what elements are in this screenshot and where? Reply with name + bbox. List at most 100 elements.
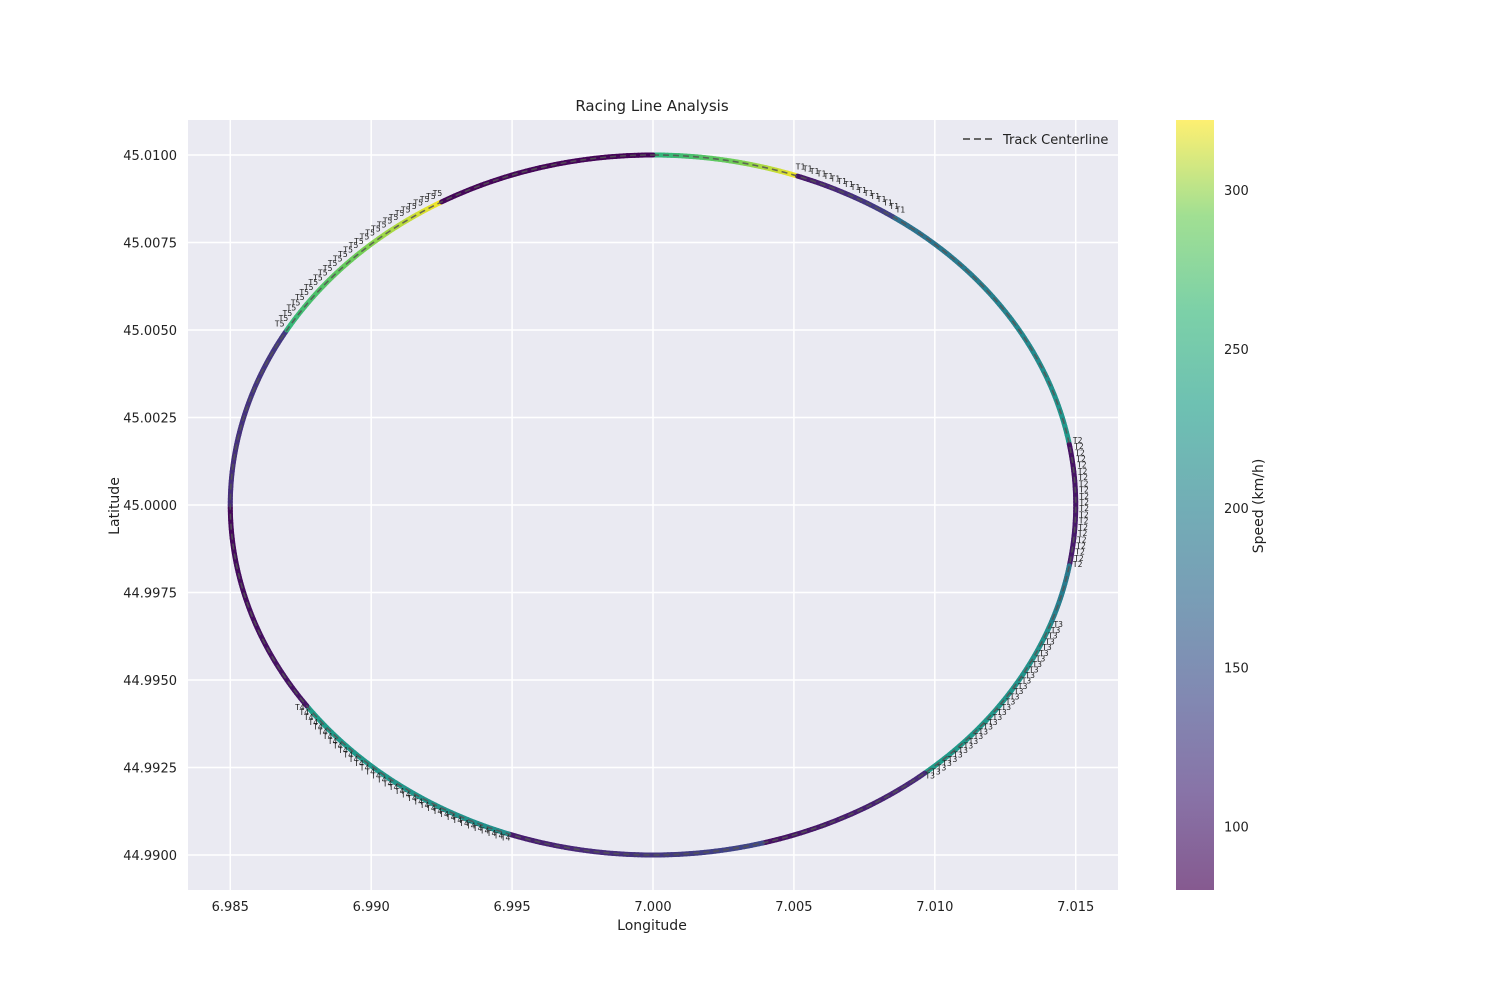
corner-marker-label: T3 [997, 708, 1007, 717]
corner-marker-label: T1 [851, 183, 861, 192]
corner-marker-label: T1 [817, 169, 827, 178]
x-tick-label: 7.010 [916, 900, 953, 915]
corner-marker-label: T1 [824, 172, 834, 181]
corner-marker-label: T4 [308, 718, 318, 727]
corner-marker-label: T3 [1006, 698, 1016, 707]
corner-marker-label: T2 [1078, 523, 1088, 532]
x-tick-label: 6.995 [493, 900, 530, 915]
corner-marker-label: T5 [279, 314, 289, 323]
corner-marker-label: T5 [395, 209, 405, 218]
corner-marker-label: T5 [343, 246, 353, 255]
corner-marker-label: T4 [313, 723, 323, 732]
corner-marker-label: T4 [295, 703, 305, 712]
corner-marker-t5: T5T5T5T5T5T5T5T5T5T5T5T5T5T5T5T5T5T5T5T5… [275, 189, 443, 329]
corner-marker-label: T3 [1010, 692, 1020, 701]
colorbar-tick-label: 150 [1224, 661, 1249, 676]
corner-marker-label: T4 [446, 813, 456, 822]
corner-marker-label: T2 [1076, 542, 1086, 551]
corner-marker-label: T5 [338, 250, 348, 259]
x-axis-label: Longitude [617, 918, 687, 934]
colorbar-label: Speed (km/h) [1251, 459, 1267, 554]
y-tick-label: 45.0050 [123, 324, 177, 339]
corner-marker-label: T1 [830, 174, 840, 183]
corner-marker-label: T4 [304, 713, 314, 722]
corner-marker-label: T4 [466, 822, 476, 831]
corner-marker-label: T2 [1077, 461, 1087, 470]
corner-marker-label: T5 [389, 213, 399, 222]
y-tick-labels: 44.9900 44.9925 44.9950 44.9975 45.0000 45.00… [123, 149, 177, 864]
corner-marker-label: T1 [844, 180, 854, 189]
corner-marker-label: T3 [978, 727, 988, 736]
corner-marker-label: T2 [1075, 448, 1085, 457]
corner-marker-label: T3 [1039, 649, 1049, 658]
corner-marker-label: T2 [1078, 473, 1088, 482]
x-tick-label: 6.985 [212, 900, 249, 915]
corner-marker-label: T4 [452, 816, 462, 825]
corner-marker-label: T1 [877, 195, 887, 204]
corner-marker-label: T4 [401, 790, 411, 799]
corner-marker-label: T4 [333, 741, 343, 750]
x-tick-label: 7.015 [1057, 900, 1094, 915]
colorbar-ticks: 100 150 200 250 300 [1224, 184, 1249, 835]
y-tick-label: 44.9975 [123, 587, 177, 602]
corner-marker-label: T1 [895, 206, 905, 215]
corner-marker-label: T4 [439, 810, 449, 819]
corner-marker-label: T5 [365, 229, 375, 238]
corner-marker-label: T3 [1018, 682, 1028, 691]
corner-marker-label: T3 [1036, 654, 1046, 663]
corner-marker-label: T1 [810, 167, 820, 176]
colorbar: 100 150 200 250 300 Speed (km/h) [1176, 120, 1267, 890]
corner-marker-label: T5 [420, 195, 430, 204]
colorbar-tick-label: 100 [1224, 820, 1249, 835]
corner-marker-label: T1 [796, 163, 806, 172]
corner-marker-label: T2 [1075, 548, 1085, 557]
corner-marker-label: T3 [983, 723, 993, 732]
corner-marker-label: T3 [1048, 632, 1058, 641]
corner-marker-label: T4 [360, 763, 370, 772]
corner-marker-label: T2 [1079, 504, 1089, 513]
corner-marker-label: T3 [953, 750, 963, 759]
legend: Track Centerline [963, 133, 1108, 148]
corner-marker-label: T4 [354, 759, 364, 768]
corner-marker-label: T1 [883, 199, 893, 208]
corner-marker-label: T5 [299, 288, 309, 297]
corner-marker-label: T3 [969, 737, 979, 746]
corner-marker-label: T3 [964, 741, 974, 750]
corner-marker-label: T4 [365, 767, 375, 776]
corner-marker-label: T5 [328, 259, 338, 268]
corner-marker-label: T5 [291, 298, 301, 307]
x-tick-label: 7.000 [634, 900, 671, 915]
colorbar-tick-label: 200 [1224, 502, 1249, 517]
corner-marker-label: T4 [343, 750, 353, 759]
corner-marker-label: T2 [1074, 442, 1084, 451]
corner-marker-label: T3 [937, 763, 947, 772]
corner-marker-label: T4 [459, 819, 469, 828]
corner-marker-label: T1 [889, 202, 899, 211]
corner-marker-label: T5 [426, 192, 436, 201]
corner-marker-label: T5 [433, 189, 443, 198]
colorbar-tick-label: 300 [1224, 184, 1249, 199]
corner-marker-label: T3 [958, 746, 968, 755]
corner-marker-label: T1 [864, 189, 874, 198]
corner-marker-label: T1 [837, 177, 847, 186]
corner-marker-label: T4 [420, 801, 430, 810]
y-tick-label: 45.0025 [123, 412, 177, 427]
corner-marker-label: T5 [383, 217, 393, 226]
corner-marker-label: T4 [480, 827, 490, 836]
corner-marker-label: T4 [501, 833, 511, 842]
corner-marker-label: T5 [401, 206, 411, 215]
corner-marker-label: T2 [1079, 479, 1089, 488]
corner-marker-label: T4 [377, 775, 387, 784]
grid-lines [188, 120, 1118, 890]
corner-marker-label: T5 [371, 225, 381, 234]
corner-marker-label: T4 [323, 732, 333, 741]
corner-marker-label: T4 [426, 804, 436, 813]
corner-marker-label: T3 [1025, 671, 1035, 680]
corner-marker-label: T4 [349, 755, 359, 764]
corner-marker-label: T5 [349, 241, 359, 250]
corner-marker-label: T2 [1079, 510, 1089, 519]
corner-marker-label: T4 [318, 727, 328, 736]
corner-marker-label: T5 [308, 278, 318, 287]
corner-marker-label: T3 [948, 755, 958, 764]
corner-marker-label: T3 [988, 718, 998, 727]
